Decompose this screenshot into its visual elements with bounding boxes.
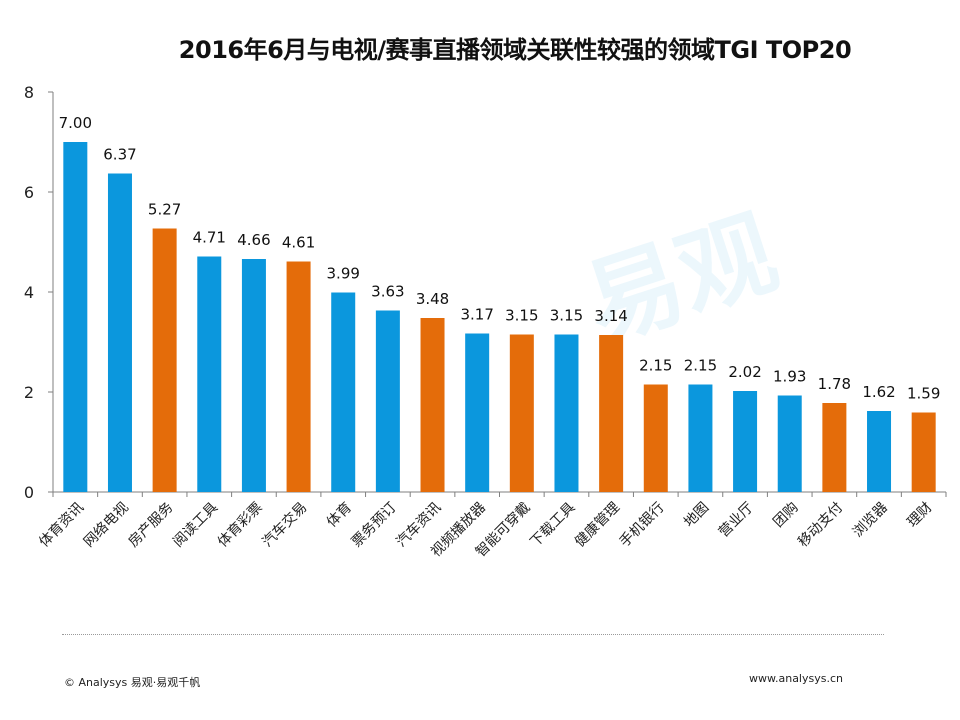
- y-axis: 0 2 4 6 8: [24, 83, 54, 502]
- bar-value-label: 2.02: [728, 363, 761, 381]
- x-axis: [52, 491, 947, 497]
- bar: [331, 292, 356, 492]
- bar-value-label: 2.15: [684, 357, 717, 375]
- bar: [777, 395, 802, 492]
- category-label: 房产服务: [126, 500, 177, 551]
- bar-value-label: 4.61: [282, 234, 315, 252]
- category-label: 手机银行: [617, 500, 668, 551]
- footer-divider: [62, 634, 884, 635]
- bar: [911, 412, 936, 492]
- category-label: 移动支付: [795, 500, 846, 551]
- bar-value-label: 3.48: [416, 290, 449, 308]
- y-tick-label: 4: [24, 283, 34, 302]
- category-label: 体育彩票: [215, 500, 266, 551]
- bar-value-label: 1.78: [818, 375, 851, 393]
- category-label: 票务预订: [349, 500, 400, 551]
- bar: [286, 261, 311, 492]
- bar: [643, 384, 668, 492]
- bar-value-label: 1.62: [862, 383, 895, 401]
- chart-title: 2016年6月与电视/赛事直播领域关联性较强的领域TGI TOP20: [178, 36, 852, 64]
- bar: [688, 384, 713, 492]
- y-tick-label: 0: [24, 483, 34, 502]
- y-tick-label: 2: [24, 383, 34, 402]
- bar: [63, 142, 88, 492]
- bar-value-label: 2.15: [639, 357, 672, 375]
- bar-value-label: 1.93: [773, 368, 806, 386]
- category-label: 体育资讯: [36, 500, 87, 551]
- footer-website-link[interactable]: www.analysys.cn: [749, 672, 843, 685]
- category-label: 阅读工具: [169, 499, 221, 551]
- bar: [822, 403, 847, 492]
- category-label: 体育: [324, 500, 355, 531]
- bar: [554, 334, 579, 492]
- value-labels-group: 7.00 6.37 5.27 4.71 4.66 4.61 3.99 3.63 3.48 3.17…: [59, 114, 941, 403]
- bar: [867, 411, 892, 492]
- category-label: 下载工具: [527, 500, 578, 551]
- bar: [599, 335, 624, 492]
- bar: [152, 228, 177, 492]
- category-label: 团购: [770, 500, 801, 531]
- category-label: 理财: [904, 500, 935, 531]
- bar: [107, 173, 132, 492]
- bar: [241, 259, 266, 492]
- category-label: 营业厅: [716, 500, 757, 541]
- y-tick-label: 8: [24, 83, 34, 102]
- bar-value-label: 3.17: [460, 306, 493, 324]
- category-label: 网络电视: [81, 500, 132, 551]
- footer-copyright: © Analysys 易观·易观千帆: [64, 676, 201, 689]
- bar-value-label: 4.71: [193, 229, 226, 247]
- bar-value-label: 4.66: [237, 231, 270, 249]
- bar-value-label: 3.63: [371, 283, 404, 301]
- bar: [197, 256, 222, 492]
- bar-value-label: 3.15: [505, 307, 538, 325]
- bars-group: [63, 142, 936, 492]
- bar: [733, 391, 758, 492]
- bar-value-label: 1.59: [907, 385, 940, 403]
- y-tick-label: 6: [24, 183, 34, 202]
- bar-value-label: 6.37: [103, 146, 136, 164]
- bar-value-label: 3.15: [550, 307, 583, 325]
- bar: [375, 310, 400, 492]
- category-label: 健康管理: [571, 499, 623, 551]
- bar: [420, 318, 445, 492]
- bar: [509, 334, 534, 492]
- bar-value-label: 7.00: [59, 114, 92, 132]
- bar-value-label: 3.99: [327, 265, 360, 283]
- bar: [465, 333, 490, 492]
- category-label: 浏览器: [850, 500, 891, 541]
- bar-value-label: 5.27: [148, 201, 181, 219]
- bar-value-label: 3.14: [594, 307, 627, 325]
- category-label: 汽车交易: [259, 499, 311, 551]
- category-label: 地图: [681, 500, 712, 531]
